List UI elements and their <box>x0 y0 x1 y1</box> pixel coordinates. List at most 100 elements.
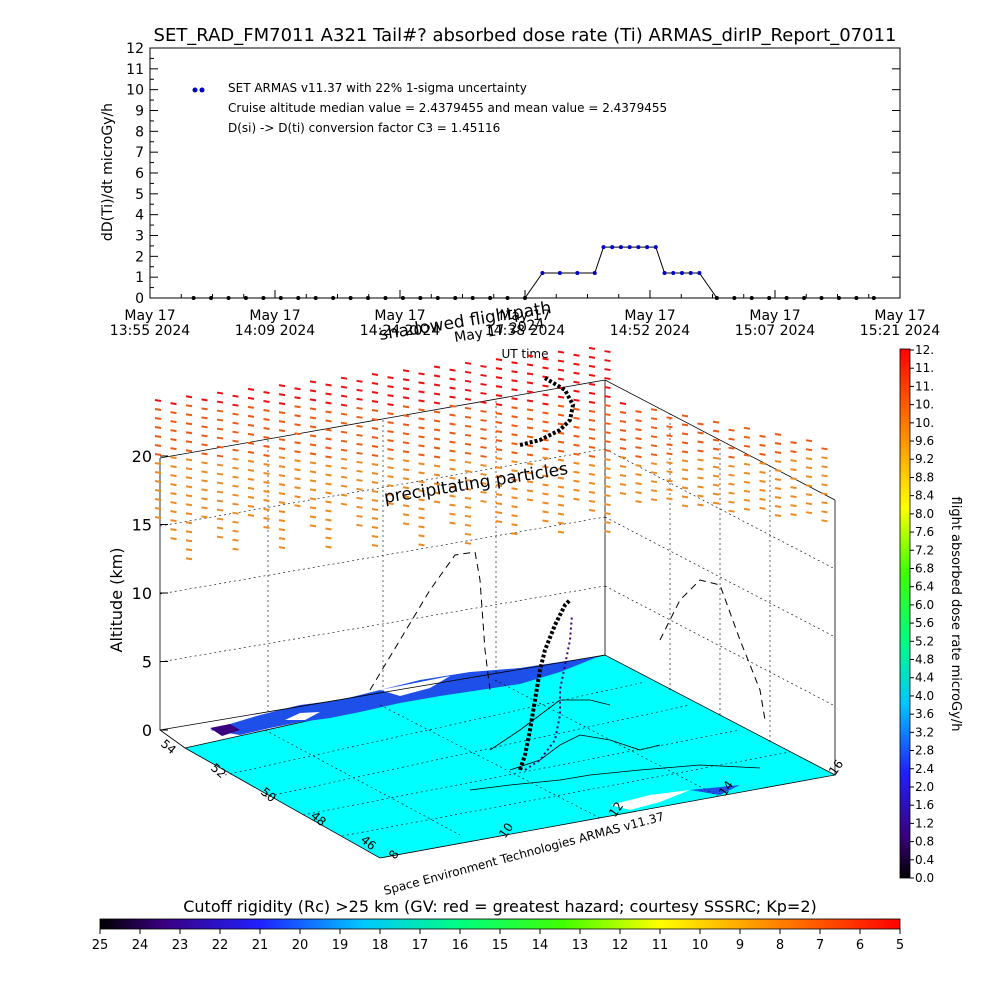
particle-mark <box>247 423 255 427</box>
latitude-tick-label: 54 <box>158 737 179 758</box>
particle-mark <box>573 497 580 501</box>
dose-point <box>400 296 405 300</box>
particle-mark <box>666 425 673 429</box>
dose-point <box>819 296 824 300</box>
particle-mark <box>449 440 456 444</box>
particle-mark <box>573 479 580 483</box>
particle-mark <box>154 498 162 501</box>
particle-mark <box>356 397 363 401</box>
particle-mark <box>526 417 534 421</box>
dose-colorbar-tick-label: 1.2 <box>915 816 934 830</box>
dose-point <box>348 296 353 300</box>
particle-mark <box>526 444 534 448</box>
particle-mark <box>743 480 751 484</box>
particle-mark <box>666 452 673 456</box>
particle-mark <box>495 403 503 407</box>
particle-mark <box>371 372 379 376</box>
particle-mark <box>154 471 162 474</box>
dose-point <box>313 296 318 300</box>
particle-mark <box>433 482 441 486</box>
particle-mark <box>294 459 301 463</box>
particle-mark <box>418 462 425 466</box>
dose-colorbar-tick-label: 11. <box>915 361 934 375</box>
particle-mark <box>619 465 627 468</box>
particle-mark <box>495 475 503 479</box>
particle-mark <box>635 491 642 495</box>
particle-mark <box>278 474 286 478</box>
particle-mark <box>216 400 224 404</box>
particle-mark <box>604 368 611 372</box>
particle-mark <box>201 416 208 420</box>
particle-mark <box>201 470 208 474</box>
particle-mark <box>650 435 658 439</box>
particle-mark <box>464 361 472 365</box>
particle-mark <box>433 383 441 387</box>
particle-mark <box>340 493 348 497</box>
particle-mark <box>402 504 410 508</box>
particle-mark <box>821 483 828 487</box>
particle-mark <box>232 466 239 470</box>
particle-mark <box>604 485 611 489</box>
particle-mark <box>588 391 596 395</box>
particle-mark <box>619 402 627 405</box>
particle-mark <box>790 459 797 463</box>
particle-mark <box>604 449 611 453</box>
particle-mark <box>402 459 410 463</box>
particle-mark <box>418 381 425 385</box>
particle-mark <box>418 543 425 547</box>
particle-mark <box>635 482 642 486</box>
particle-mark <box>325 545 332 549</box>
land-shape-blue <box>690 785 740 795</box>
particle-mark <box>619 438 627 441</box>
particle-mark <box>170 438 177 442</box>
particle-mark <box>371 534 379 538</box>
dose-point <box>732 296 737 300</box>
particle-mark <box>356 460 363 464</box>
dose-point <box>470 296 475 300</box>
top-legend: SET ARMAS v11.37 with 22% 1-sigma uncert… <box>192 81 667 135</box>
particle-mark <box>526 399 534 403</box>
particle-mark <box>805 493 813 497</box>
particle-mark <box>495 376 503 380</box>
dose-colorbar: 0.0 0.4 0.8 1.2 1.6 2.0 2.4 2.8 3.2 3.6 4.0 4.4 4.8 5… <box>899 343 963 885</box>
particle-mark <box>526 489 534 493</box>
particle-mark <box>573 362 580 366</box>
particle-mark <box>774 514 782 517</box>
particle-mark <box>480 409 487 413</box>
particle-mark <box>790 441 797 445</box>
particle-mark <box>278 456 286 460</box>
rigidity-colorbar-tick-label: 22 <box>212 938 229 953</box>
particle-mark <box>387 412 394 416</box>
particle-mark <box>650 417 658 421</box>
legend-marker-dot <box>199 87 205 93</box>
particle-mark <box>743 453 751 457</box>
particle-mark <box>511 532 518 536</box>
particle-mark <box>154 507 162 510</box>
dose-colorbar-tick-label: 0.0 <box>915 871 934 885</box>
particle-mark <box>371 507 379 511</box>
particle-mark <box>635 410 642 414</box>
particle-mark <box>201 515 208 519</box>
particle-mark <box>185 431 193 435</box>
x-tick-time: 15:07 2024 <box>735 323 816 339</box>
particle-mark <box>387 385 394 389</box>
particle-mark <box>604 386 611 390</box>
particle-mark <box>511 496 518 500</box>
dose-colorbar-tick-label: 4.0 <box>915 689 934 703</box>
particle-mark <box>433 491 441 495</box>
particle-mark <box>635 473 642 477</box>
particle-mark <box>759 470 766 474</box>
rigidity-colorbar-tick-label: 7 <box>816 938 824 953</box>
dose-point <box>618 245 623 250</box>
particle-mark <box>216 508 224 512</box>
particle-mark <box>821 474 828 478</box>
particle-mark <box>309 398 317 402</box>
particle-mark <box>247 396 255 400</box>
particle-mark <box>712 474 720 478</box>
particle-mark <box>495 367 503 371</box>
particle-mark <box>247 450 255 454</box>
dose-point <box>697 271 702 275</box>
dose-point <box>226 296 231 300</box>
particle-mark <box>464 433 472 437</box>
particle-mark <box>604 395 611 399</box>
